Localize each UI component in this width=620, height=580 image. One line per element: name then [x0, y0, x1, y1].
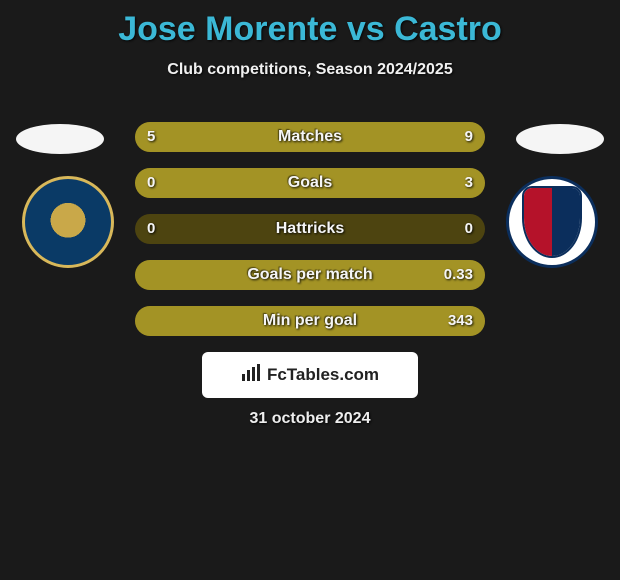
page-title: Jose Morente vs Castro	[0, 0, 620, 49]
stat-label: Hattricks	[135, 214, 485, 244]
chart-icon	[241, 364, 261, 387]
stats-comparison: 59Matches 03Goals 00Hattricks 0.33Goals per…	[135, 122, 485, 352]
page-subtitle: Club competitions, Season 2024/2025	[0, 61, 620, 79]
date-label: 31 october 2024	[0, 410, 620, 428]
stat-row: 59Matches	[135, 122, 485, 152]
club-badge-right	[506, 176, 598, 268]
stat-row: 03Goals	[135, 168, 485, 198]
watermark-text: FcTables.com	[267, 365, 379, 385]
watermark: FcTables.com	[202, 352, 418, 398]
club-badge-left	[22, 176, 114, 268]
stat-label: Goals	[135, 168, 485, 198]
stat-label: Min per goal	[135, 306, 485, 336]
stat-label: Matches	[135, 122, 485, 152]
stat-row: 00Hattricks	[135, 214, 485, 244]
player-photo-right	[516, 124, 604, 154]
player-photo-left	[16, 124, 104, 154]
stat-row: 343Min per goal	[135, 306, 485, 336]
stat-label: Goals per match	[135, 260, 485, 290]
stat-row: 0.33Goals per match	[135, 260, 485, 290]
